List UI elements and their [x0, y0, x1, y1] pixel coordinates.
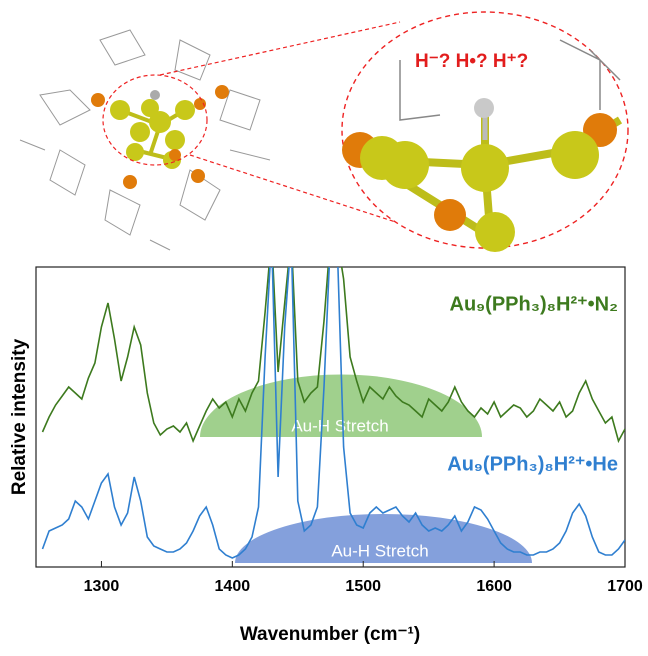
- annotation: Au-H Stretch: [291, 416, 388, 435]
- x-axis-label: Wavenumber (cm⁻¹): [240, 624, 420, 645]
- x-tick-label: 1600: [476, 578, 512, 595]
- cluster: H⁻? H•? H⁺?: [91, 11, 629, 252]
- series-line: [41, 267, 625, 444]
- x-tick-label: 1300: [84, 578, 120, 595]
- series-line: [41, 267, 625, 559]
- molecule: [19, 29, 271, 251]
- annotation: Au-H Stretch: [331, 541, 428, 560]
- x-tick-label: 1700: [607, 578, 643, 595]
- legend-label: Au₉(PPh₃)₈H²⁺•N₂: [450, 293, 619, 315]
- x-tick-label: 1400: [215, 578, 251, 595]
- legend-label: Au₉(PPh₃)₈H²⁺•He: [447, 453, 618, 475]
- y-axis-label: Relative intensity: [9, 338, 30, 495]
- plot-lines: [41, 267, 625, 559]
- x-tick-label: 1500: [345, 578, 381, 595]
- inset-label: H⁻? H•? H⁺?: [415, 51, 528, 72]
- stretch-band: [200, 374, 482, 437]
- plot-frame: [35, 266, 626, 568]
